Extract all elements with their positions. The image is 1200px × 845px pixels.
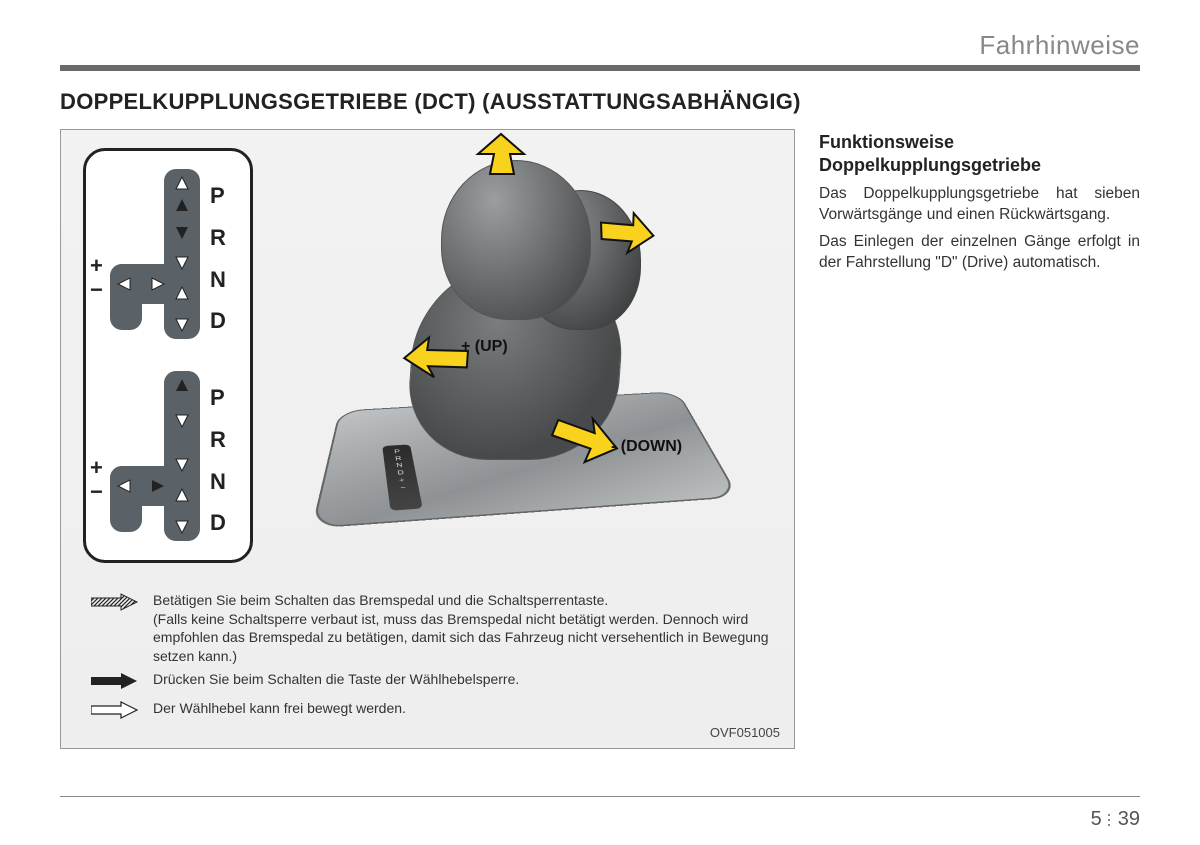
gear-letters: P R N D [210,175,226,342]
plus-minus: + − [90,456,103,504]
gear-letter: N [210,461,226,503]
gear-gate-panel: P R N D + − [83,148,253,563]
page-number: 5 39 [1091,808,1140,831]
plus-label: + [90,456,103,480]
body-paragraph: Das Einlegen der einzelnen Gänge erfolgt… [819,232,1140,274]
plus-label: + [90,254,103,278]
figure: P R N D + − [60,129,795,749]
shifter-illustration: PRND+− + (UP) - (DOWN) [291,140,761,570]
header-rule [60,65,1140,71]
gate-arrows-horiz-icon [110,264,172,304]
minus-label: − [90,278,103,302]
gear-letter: R [210,419,226,461]
gate-arrows-icon [164,371,200,541]
down-label: - (DOWN) [611,438,682,456]
shifter-knob-front [441,160,591,320]
gear-letters: P R N D [210,377,226,544]
hatched-arrow-icon [91,591,139,616]
gear-letter: P [210,377,226,419]
gear-letter: P [210,175,226,217]
page-number-value: 39 [1118,808,1140,831]
footer-rule [60,796,1140,797]
legend-row: Drücken Sie beim Schalten die Taste der … [91,670,774,695]
plus-minus: + − [90,254,103,302]
gear-letter: N [210,259,226,301]
gear-letter: D [210,502,226,544]
gear-letter: D [210,300,226,342]
right-column: Funktionsweise Doppelkupplungsgetriebe D… [819,129,1140,749]
minus-label: − [90,480,103,504]
outline-arrow-icon [91,699,139,724]
figure-legend: Betätigen Sie beim Schalten das Bremsped… [91,591,774,728]
up-label: + (UP) [461,338,508,356]
chapter-number: 5 [1091,808,1102,831]
legend-row: Betätigen Sie beim Schalten das Bremsped… [91,591,774,667]
header: Fahrhinweise [60,30,1140,61]
arrow-right-icon [591,210,661,262]
body-paragraph: Das Doppelkupplungsgetriebe hat sieben V… [819,184,1140,226]
legend-row: Der Wählhebel kann frei bewegt werden. [91,699,774,724]
legend-text: Der Wählhebel kann frei bewegt werden. [153,699,406,718]
gear-letter: R [210,217,226,259]
solid-arrow-icon [91,670,139,695]
content-row: P R N D + − [60,129,1140,749]
page: { "header": { "section": "Fahrhinweise" … [0,0,1200,845]
arrow-up-icon [466,132,536,182]
figure-code: OVF051005 [710,725,780,740]
page-title: DOPPELKUPPLUNGSGETRIEBE (DCT) (AUSSTATTU… [60,89,1140,115]
gate-arrows-icon [164,169,200,339]
section-name: Fahrhinweise [979,30,1140,60]
gate-arrows-horiz-icon [110,466,172,506]
subsection-title: Funktionsweise Doppelkupplungsgetriebe [819,131,1140,176]
legend-text: Drücken Sie beim Schalten die Taste der … [153,670,519,689]
legend-text: Betätigen Sie beim Schalten das Bremsped… [153,591,774,667]
